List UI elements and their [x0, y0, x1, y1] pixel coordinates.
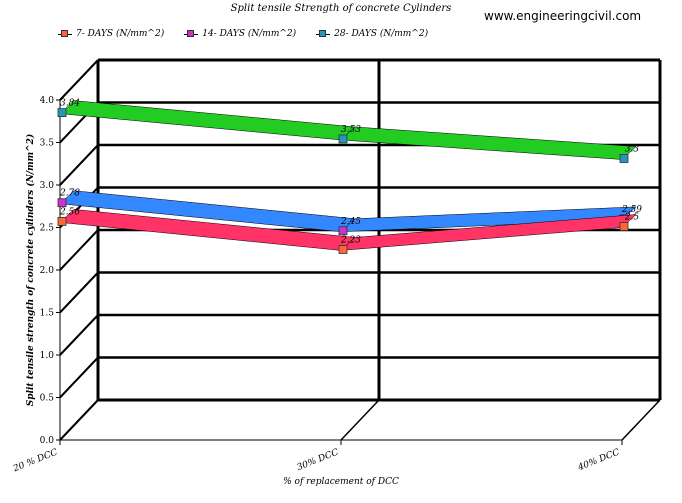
y-tick-label-1: 0.5: [40, 394, 55, 404]
floor-depth-line-1: [340, 399, 380, 441]
legend-label-14-days: 14- DAYS (N/mm^2): [202, 29, 297, 39]
data-point-series-1-0: [57, 198, 67, 208]
left-wall-gridline-8: [59, 59, 99, 101]
data-label-series-2-1: 3.53: [341, 125, 361, 135]
data-label-series-0-0: 2.56: [59, 207, 80, 217]
left-wall-gridline-6: [59, 144, 99, 186]
y-axis-title: Split tensile strength of concrete cylin…: [25, 134, 36, 406]
y-tick-label-5: 2.5: [40, 224, 55, 234]
legend-marker-14-days: [184, 29, 199, 37]
data-point-series-0-0: [57, 216, 67, 226]
x-tick-label-0: 20 % DCC: [11, 447, 59, 474]
x-tick-label-2: 40% DCC: [576, 447, 621, 473]
x-tick-label-1: 30% DCC: [296, 447, 341, 473]
data-label-series-1-2: 2.59: [621, 205, 642, 215]
data-point-series-1-1: [338, 226, 348, 236]
data-label-series-2-0: 3.84: [60, 99, 80, 109]
data-point-series-0-2: [619, 222, 629, 231]
left-wall-gridline-3: [59, 271, 99, 314]
data-label-series-2-2: 3.3: [625, 145, 640, 155]
y-tick-label-4: 2.0: [40, 266, 55, 276]
chart-title: Split tensile Strength of concrete Cylin…: [230, 3, 452, 14]
data-point-series-2-0: [57, 108, 67, 117]
y-tick-label-6: 3.0: [40, 181, 55, 191]
legend-label-28-days: 28- DAYS (N/mm^2): [334, 29, 429, 39]
ribbon-series-2-segment-0: [59, 100, 356, 141]
data-point-series-2-2: [619, 154, 629, 163]
legend-label-7-days: 7- DAYS (N/mm^2): [76, 29, 165, 39]
data-point-series-0-1: [338, 245, 348, 254]
y-tick-label-7: 3.5: [40, 139, 55, 149]
left-wall-gridline-4: [59, 229, 99, 271]
y-tick-label-3: 1.5: [40, 309, 55, 319]
data-point-series-2-1: [338, 134, 348, 144]
y-tick-label-0: 0.0: [40, 436, 55, 446]
legend-item-7-days: 7- DAYS (N/mm^2): [58, 29, 164, 39]
y-tick-label-2: 1.0: [40, 351, 55, 361]
legend-marker-7-days: [58, 29, 72, 37]
x-axis-title: % of replacement of DCC: [283, 477, 399, 487]
y-tick-label-8: 4.0: [40, 96, 55, 106]
data-label-series-1-1: 2.45: [340, 217, 361, 227]
data-label-series-0-1: 2.23: [340, 235, 361, 245]
floor-depth-line-2: [621, 399, 661, 441]
legend-item-14-days: 14- DAYS (N/mm^2): [184, 29, 296, 39]
watermark-text: www.engineeringcivil.com: [484, 9, 642, 23]
ribbon-series-2-segment-1: [340, 126, 637, 160]
floor-depth-line-0: [59, 399, 99, 441]
chart-legend: 7- DAYS (N/mm^2) 14- DAYS (N/mm^2) 28- D…: [58, 29, 428, 39]
data-label-series-1-0: 2.78: [59, 189, 80, 199]
legend-marker-28-days: [316, 29, 331, 37]
legend-item-28-days: 28- DAYS (N/mm^2): [316, 29, 428, 39]
ribbon-series-0-segment-1: [340, 214, 637, 251]
data-label-series-0-2: 2.5: [624, 213, 640, 223]
left-wall-gridline-1: [59, 356, 99, 399]
left-wall-gridline-2: [59, 314, 99, 356]
